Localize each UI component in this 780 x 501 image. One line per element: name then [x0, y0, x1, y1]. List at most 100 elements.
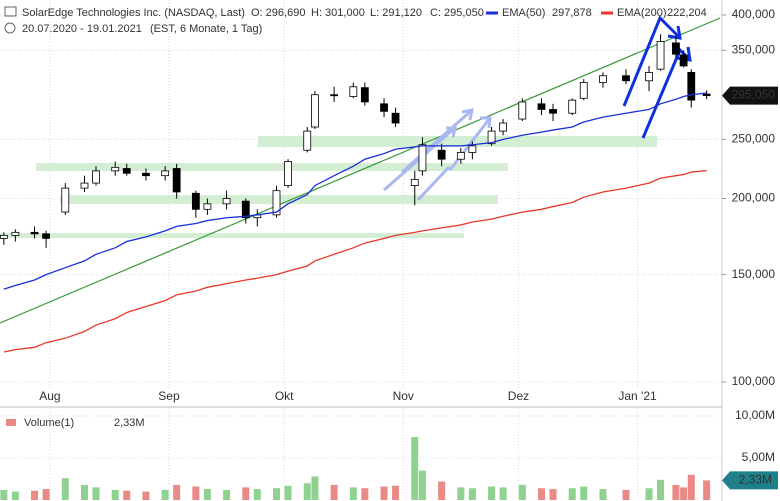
date-range: 20.07.2020 - 19.01.2021	[22, 23, 142, 35]
candle-body	[272, 190, 281, 216]
volume-bar	[622, 489, 630, 500]
candle-body	[656, 41, 665, 70]
volume-tag-label: 2,33M	[739, 473, 772, 487]
volume-bar	[142, 491, 150, 500]
candle-body	[487, 130, 496, 145]
arrow	[622, 15, 682, 107]
candle-body	[437, 149, 446, 160]
volume-bar	[349, 487, 357, 500]
volume-bar	[599, 489, 607, 500]
candle-body	[599, 75, 607, 83]
x-tick-label: Okt	[275, 389, 294, 403]
candle-body	[499, 122, 507, 132]
volume-icon	[6, 419, 16, 426]
arrow	[401, 108, 474, 174]
x-tick-label: Aug	[39, 389, 60, 403]
candle-body	[161, 170, 170, 177]
ema-line	[3, 169, 707, 353]
candle-body	[222, 198, 231, 205]
y-tick-label: 400,000	[732, 7, 776, 21]
volume-value: 2,33M	[114, 417, 145, 429]
open-quote: O: 296,690	[251, 7, 305, 19]
y-tick-label: 350,000	[732, 43, 776, 57]
volume-bar	[311, 476, 319, 500]
volume-bar	[657, 479, 665, 500]
candle-body	[679, 54, 688, 67]
volume-bar	[111, 489, 119, 500]
candle-body	[122, 168, 131, 174]
candle-body	[92, 170, 100, 184]
trend-line	[0, 17, 721, 324]
legend-value: 222,204	[667, 7, 707, 19]
candle-body	[645, 72, 653, 82]
volume-bar	[31, 490, 39, 500]
candle-body	[303, 130, 312, 151]
candle-body	[241, 200, 250, 219]
candle-body	[311, 94, 319, 128]
candle-body	[579, 82, 588, 99]
volume-bar	[687, 474, 695, 500]
candle-body	[284, 161, 292, 186]
volume-bar	[645, 488, 653, 500]
y-tick-label: 250,000	[732, 132, 776, 146]
candle-body	[360, 87, 369, 103]
volume-bar	[361, 488, 369, 500]
volume-bar	[703, 480, 711, 500]
candle-body	[418, 144, 427, 172]
candle-body	[30, 231, 39, 235]
volume-bar	[123, 490, 131, 500]
volume-bar	[203, 489, 211, 500]
candle-body	[11, 231, 20, 236]
candle-body	[349, 86, 358, 97]
volume-bar	[284, 485, 292, 500]
volume-bar	[80, 484, 88, 500]
price-tag-label: 295,050	[732, 88, 776, 102]
x-tick-label: Jan '21	[618, 389, 657, 403]
volume-tag	[722, 471, 778, 490]
volume-bar	[173, 484, 181, 500]
volume-bar	[161, 489, 169, 500]
volume-bar	[392, 485, 400, 500]
y-tick-label: 100,000	[732, 374, 776, 388]
candle-body	[61, 187, 70, 213]
volume-bar	[680, 487, 688, 500]
ema-line	[3, 92, 707, 290]
header: SolarEdge Technologies Inc. (NASDAQ, Las…	[4, 6, 484, 35]
legend-value: 297,878	[552, 7, 592, 19]
chart-info: (EST, 6 Monate, 1 Tag)	[150, 23, 262, 35]
low-quote: L: 291,120	[370, 7, 422, 19]
volume-bar	[0, 489, 8, 500]
arrow	[416, 166, 450, 202]
volume-bar	[457, 487, 465, 500]
candle-body	[456, 152, 465, 160]
candle-body	[172, 168, 181, 193]
volume-bar	[11, 491, 19, 500]
candle-body	[42, 233, 50, 239]
candle-body	[410, 178, 419, 186]
volume-bar	[303, 483, 311, 500]
candle-body	[702, 93, 711, 96]
candle-body	[549, 109, 557, 114]
volume-bar	[580, 486, 588, 500]
candle-body	[191, 192, 200, 210]
volume-bar	[549, 489, 557, 500]
volume-bar	[538, 488, 545, 500]
arrow	[448, 116, 492, 171]
y-tick-label: 150,000	[732, 267, 776, 281]
volume-bar	[411, 437, 419, 500]
clock-icon	[4, 22, 16, 34]
candle-body	[537, 103, 546, 110]
candle-body	[622, 75, 630, 82]
volume-bar	[568, 488, 576, 500]
x-tick-label: Nov	[393, 389, 414, 403]
candle-body	[203, 203, 212, 210]
x-tick-label: Dez	[508, 389, 529, 403]
volume-bar	[253, 489, 261, 500]
volume-bar	[242, 487, 250, 500]
legend-label: EMA(50)	[502, 7, 545, 19]
legend-label: EMA(200)	[617, 7, 667, 19]
volume-bar	[438, 481, 446, 500]
pattern-arrows	[383, 108, 492, 202]
volume-bar	[330, 484, 338, 500]
